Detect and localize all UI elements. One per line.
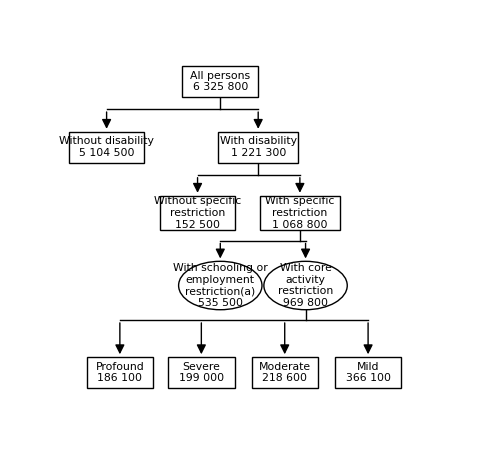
Text: Without disability
5 104 500: Without disability 5 104 500	[59, 136, 154, 158]
FancyBboxPatch shape	[168, 357, 234, 388]
Text: With schooling or
employment
restriction(a)
535 500: With schooling or employment restriction…	[173, 263, 267, 308]
FancyBboxPatch shape	[218, 132, 297, 163]
Text: With disability
1 221 300: With disability 1 221 300	[219, 136, 296, 158]
Text: Mild
366 100: Mild 366 100	[345, 362, 390, 383]
FancyBboxPatch shape	[68, 132, 144, 163]
FancyBboxPatch shape	[334, 357, 401, 388]
FancyBboxPatch shape	[159, 196, 235, 230]
Text: Profound
186 100: Profound 186 100	[95, 362, 144, 383]
FancyBboxPatch shape	[86, 357, 153, 388]
FancyBboxPatch shape	[182, 66, 258, 97]
Ellipse shape	[264, 261, 346, 310]
Text: Severe
199 000: Severe 199 000	[179, 362, 224, 383]
Text: Without specific
restriction
152 500: Without specific restriction 152 500	[154, 196, 241, 229]
FancyBboxPatch shape	[260, 196, 339, 230]
Text: With specific
restriction
1 068 800: With specific restriction 1 068 800	[264, 196, 334, 229]
Text: All persons
6 325 800: All persons 6 325 800	[190, 71, 250, 92]
Text: With core
activity
restriction
969 800: With core activity restriction 969 800	[277, 263, 332, 308]
Text: Moderate
218 600: Moderate 218 600	[258, 362, 310, 383]
FancyBboxPatch shape	[251, 357, 317, 388]
Ellipse shape	[178, 261, 262, 310]
